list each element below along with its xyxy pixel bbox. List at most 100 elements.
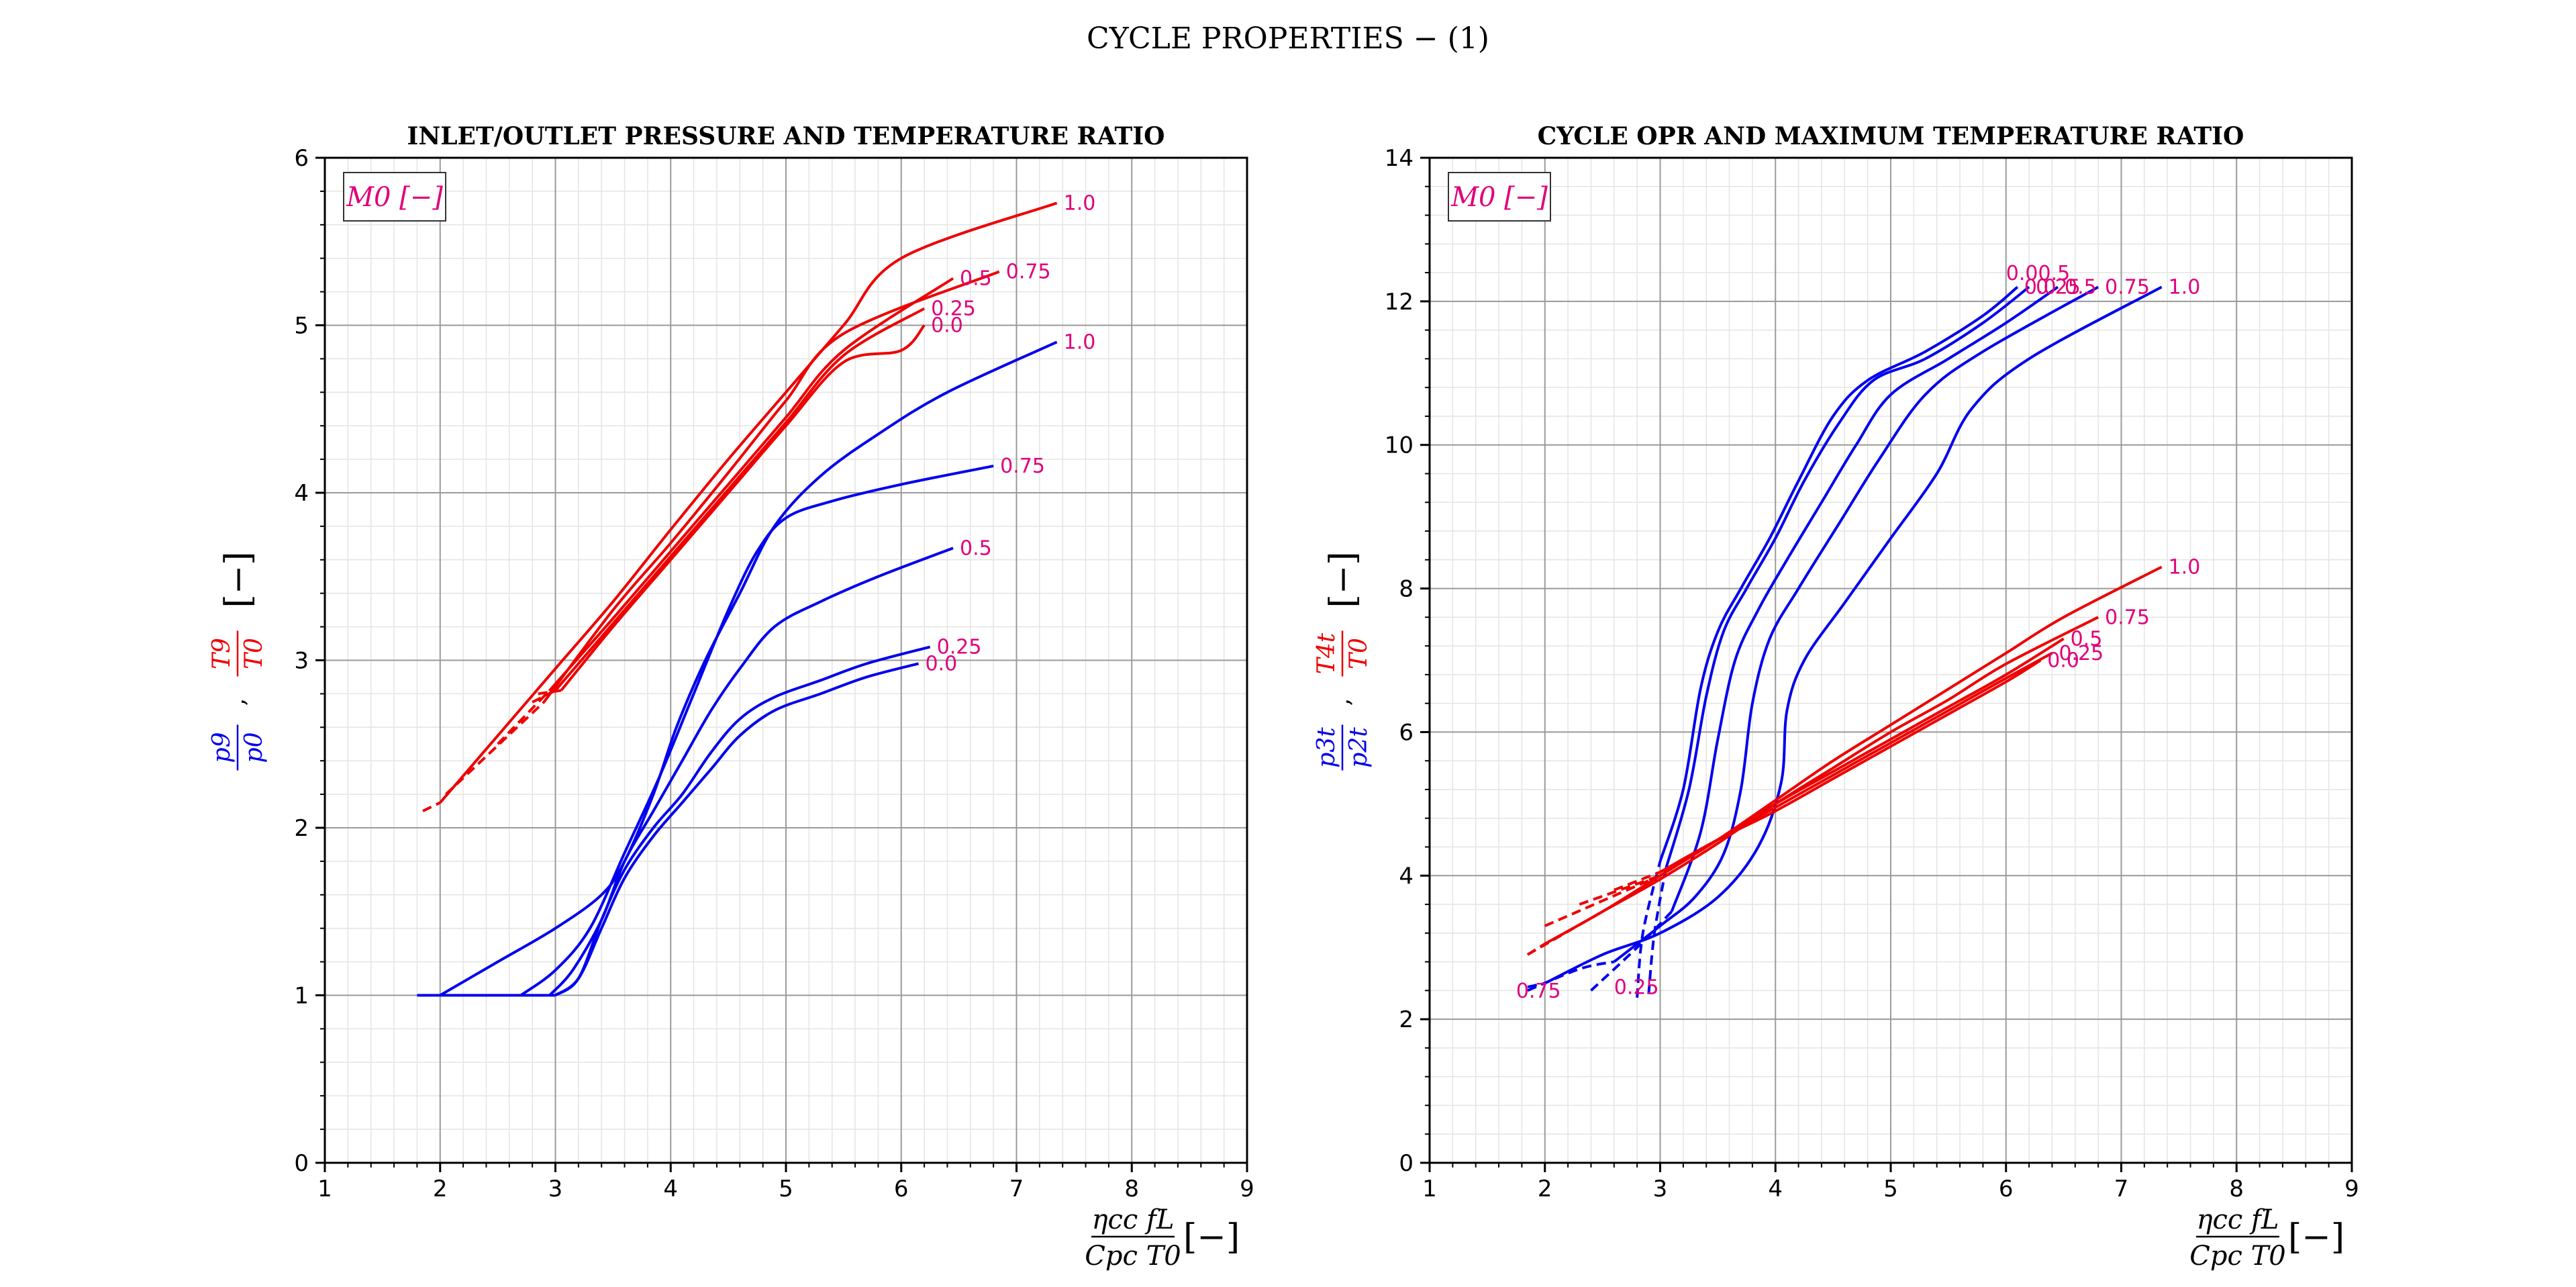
x-tick-label: 9 (1240, 1176, 1254, 1202)
y-tick-label: 4 (1399, 863, 1414, 890)
x-tick-label: 2 (433, 1176, 448, 1202)
series-blue-0.5 (548, 546, 954, 996)
series-blue-0.25-dashed (1647, 868, 1668, 994)
series-blue-0.75 (519, 465, 994, 997)
x-tick-label: 7 (2114, 1176, 2129, 1202)
legend-box (1448, 172, 1551, 222)
y-label-unit: [−] (1323, 551, 1363, 608)
x-tick-label: 5 (779, 1176, 793, 1202)
x-axis-label-unit: [−] (1183, 1217, 1240, 1257)
series-red-0.5-dashed (1544, 874, 1661, 927)
y-axis-label: p3t p2t, T4t T0 [−] (1313, 551, 1373, 771)
series-red-0.0 (560, 324, 926, 692)
series-label-blue-0.25: 0.25 (2036, 275, 2081, 299)
x-tick-label: 5 (1883, 1176, 1898, 1202)
series-red-1.0-dashed (1526, 943, 1546, 956)
y-label-red-denominator: T0 (1345, 638, 1373, 669)
extra-series-label: 0.25 (1614, 976, 1659, 1000)
legend-text: M0 [−] (1450, 182, 1548, 213)
x-axis-label-denominator: Cpc T0 (2189, 1241, 2285, 1272)
extra-series-label: 0.75 (1516, 980, 1561, 1003)
y-tick-label: 8 (1399, 576, 1414, 603)
series-label-red-1.0: 1.0 (1064, 191, 1096, 215)
series-label-blue-0.0: 0.0 (2024, 275, 2057, 299)
series-red-0.75-dashed (444, 701, 545, 796)
series-red-0.75 (542, 270, 1000, 704)
x-tick-label: 6 (1999, 1176, 2014, 1202)
series-red-0.0-dashed (538, 689, 562, 696)
x-tick-label: 1 (317, 1176, 332, 1202)
x-tick-label: 4 (1768, 1176, 1783, 1202)
x-tick-label: 8 (1124, 1176, 1139, 1202)
series-label-red-0.25: 0.25 (931, 297, 976, 321)
x-axis-label-unit: [−] (2288, 1217, 2344, 1257)
x-axis-label-denominator: Cpc T0 (1085, 1241, 1181, 1272)
y-axis-label: p9 p0, T9 T0 [−] (208, 551, 268, 771)
series-label-blue-0.0: 0.0 (926, 652, 958, 675)
series-blue-1.0-dashed (1527, 982, 1546, 988)
y-tick-label: 12 (1385, 289, 1414, 316)
chart-title: INLET/OUTLET PRESSURE AND TEMPERATURE RA… (407, 122, 1165, 150)
series-group (417, 201, 1058, 997)
series-blue-0.5-dashed (1590, 910, 1673, 992)
y-tick-label: 10 (1385, 432, 1414, 459)
y-label-blue-denominator: p2t (1345, 727, 1373, 768)
legend-text: M0 [−] (346, 182, 443, 213)
y-tick-label: 2 (294, 815, 309, 842)
extra-series-label: 0.00.5 (2006, 262, 2070, 285)
series-red-0.5 (548, 277, 954, 692)
series-red-0.75 (1601, 616, 2099, 913)
series-red-1.0-dashed (422, 801, 441, 812)
series-label-blue-0.75: 0.75 (2105, 275, 2150, 299)
x-tick-label: 9 (2344, 1176, 2359, 1202)
series-label-blue-0.25: 0.25 (937, 636, 982, 659)
x-axis-label-numerator: ηcc fL (2197, 1204, 2279, 1235)
series-label-blue-1.0: 1.0 (1064, 330, 1096, 354)
chart-title: CYCLE OPR AND MAXIMUM TEMPERATURE RATIO (1538, 122, 2244, 150)
series-red-0.25-dashed (532, 689, 556, 704)
series-label-red-0.75: 0.75 (2105, 606, 2150, 629)
y-label-blue-numerator: p3t (1313, 727, 1340, 768)
y-label-blue-numerator: p9 (208, 732, 236, 763)
y-tick-label: 1 (294, 983, 309, 1010)
series-label-blue-0.5: 0.5 (2065, 275, 2097, 299)
series-label-blue-1.0: 1.0 (2169, 275, 2201, 299)
x-tick-label: 2 (1538, 1176, 1552, 1202)
y-label-separator: , (1328, 698, 1355, 706)
series-label-red-0.5: 0.5 (2071, 627, 2103, 651)
x-tick-label: 3 (1653, 1176, 1668, 1202)
x-tick-label: 7 (1009, 1176, 1024, 1202)
series-blue-0.0 (1658, 285, 2019, 862)
y-tick-label: 6 (1399, 719, 1414, 746)
y-tick-label: 0 (294, 1150, 309, 1177)
x-tick-label: 6 (894, 1176, 909, 1202)
series-group (1526, 285, 2163, 998)
figure-title: CYCLE PROPERTIES − (1) (1087, 21, 1489, 56)
y-tick-label: 6 (294, 145, 309, 172)
y-tick-label: 3 (294, 648, 309, 675)
y-tick-label: 14 (1385, 145, 1414, 172)
x-tick-label: 3 (548, 1176, 563, 1202)
x-axis-label-numerator: ηcc fL (1092, 1204, 1175, 1235)
y-label-red-denominator: T0 (240, 638, 268, 669)
series-blue-0.75-dashed (1527, 960, 1615, 992)
y-tick-label: 2 (1399, 1006, 1414, 1033)
x-tick-label: 1 (1422, 1176, 1437, 1202)
series-red-1.0 (439, 201, 1058, 804)
series-red-0.25 (554, 307, 926, 692)
y-label-red-numerator: T4t (1313, 632, 1340, 674)
series-label-red-0.75: 0.75 (1006, 260, 1051, 284)
y-tick-label: 4 (294, 480, 309, 507)
series-label-red-0.5: 0.5 (960, 267, 992, 291)
x-tick-label: 4 (663, 1176, 678, 1202)
series-red-0.5-dashed (497, 689, 551, 745)
y-tick-label: 0 (1399, 1150, 1414, 1177)
y-label-blue-denominator: p0 (240, 732, 268, 763)
series-label-red-1.0: 1.0 (2169, 555, 2201, 579)
y-label-unit: [−] (218, 551, 258, 608)
series-blue-1.0 (1544, 285, 2163, 985)
series-blue-0.25 (1665, 285, 2030, 869)
